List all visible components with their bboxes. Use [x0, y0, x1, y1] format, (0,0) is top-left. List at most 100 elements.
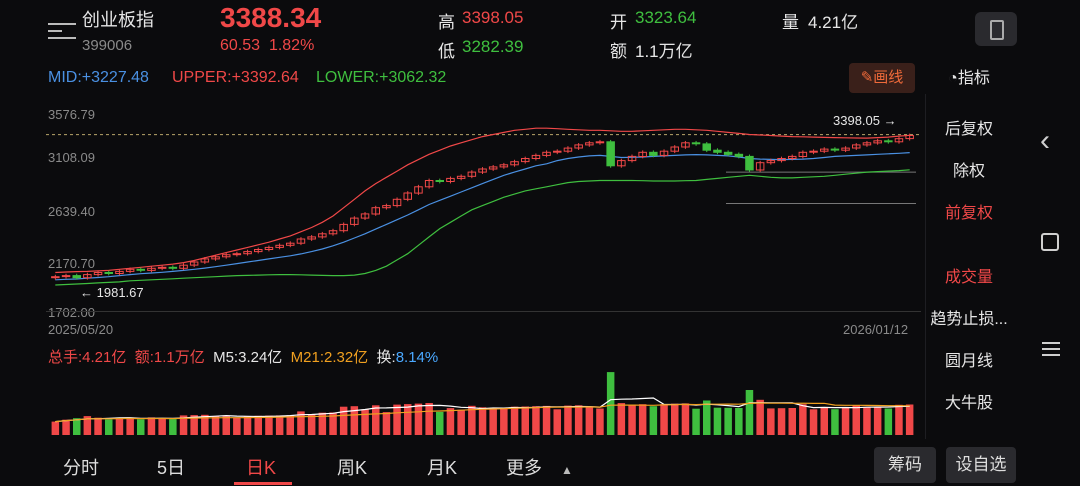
recent-apps-icon[interactable] — [1042, 338, 1060, 360]
candle-body — [884, 140, 893, 143]
volume-bar — [137, 419, 145, 435]
arrow-right-icon: → — [883, 113, 897, 128]
candle-body — [168, 266, 178, 269]
tab-daily-k[interactable]: 日K — [246, 458, 277, 478]
volume-bar — [446, 408, 455, 435]
volume-bar — [190, 415, 198, 435]
active-tab-indicator — [234, 482, 292, 485]
candle-body — [424, 180, 434, 188]
candle-body — [275, 244, 284, 248]
volume-bar — [617, 403, 626, 435]
volume-m21: M21:2.32亿 — [290, 349, 369, 366]
candle-body — [766, 160, 776, 164]
tab-intraday[interactable]: 分时 — [63, 458, 99, 478]
open-label: 开 — [610, 13, 627, 32]
candle-body — [211, 256, 220, 260]
volume-bar — [105, 419, 113, 435]
candle-body — [371, 207, 380, 215]
volume-bar — [628, 404, 636, 435]
volume-bar — [553, 409, 561, 435]
tab-more[interactable]: 更多 ▲ — [506, 454, 573, 480]
menu-item-moon-line[interactable]: 圆月线 — [944, 353, 993, 370]
add-watchlist-button[interactable]: 设自选 — [946, 447, 1016, 483]
volume-chart[interactable] — [46, 365, 921, 435]
index-code: 399006 — [82, 37, 133, 54]
volume-bar — [468, 405, 476, 435]
y-tick-label: 1702.00 — [48, 305, 95, 320]
candle-body — [553, 150, 562, 153]
candle-body — [478, 168, 487, 173]
volume-bar — [895, 404, 903, 435]
candle-body — [403, 192, 412, 200]
turnover-value: 8.14% — [395, 349, 439, 366]
candle-body — [339, 223, 348, 232]
menu-item-back-adjust[interactable]: 后复权 — [944, 121, 993, 138]
candle-body — [820, 148, 829, 152]
candle-body — [788, 155, 797, 160]
volume-bar — [681, 403, 690, 435]
menu-item-forward-adjust[interactable]: 前复权 — [944, 205, 993, 222]
menu-button[interactable] — [48, 18, 76, 42]
volume-bar — [297, 411, 305, 435]
candle-body — [115, 270, 124, 274]
menu-item-trend-stop[interactable]: 趋势止损... — [930, 311, 1008, 328]
candle-body — [627, 155, 637, 162]
candle-body — [189, 261, 199, 266]
candle-body — [382, 205, 391, 209]
y-tick-label: 3108.09 — [48, 150, 95, 165]
volume-bar — [735, 408, 743, 435]
volume-bar — [873, 406, 882, 435]
home-icon[interactable] — [1041, 233, 1059, 251]
candle-body — [51, 276, 60, 279]
volume-bar — [329, 412, 337, 435]
volume-bar — [382, 412, 391, 435]
back-icon[interactable]: ‹ — [1040, 124, 1050, 157]
kline-chart[interactable] — [46, 98, 921, 338]
volume-bar — [307, 414, 316, 435]
volume-bar — [820, 407, 828, 435]
indicator-label: 指标 — [957, 70, 990, 87]
candle-body — [414, 186, 423, 194]
tab-weekly-k[interactable]: 周K — [337, 458, 368, 478]
indicator-button[interactable]: ◔指标 — [927, 64, 1011, 88]
candle-body — [157, 266, 167, 269]
candle-body — [136, 268, 145, 271]
candle-body — [488, 166, 498, 170]
candle-body — [841, 147, 850, 151]
change-pct: 1.82% — [268, 37, 315, 54]
tab-5day[interactable]: 5日 — [157, 458, 186, 478]
menu-item-ex-right[interactable]: 除权 — [952, 163, 985, 180]
volume-bar — [542, 405, 551, 435]
candle-body — [328, 230, 338, 235]
menu-item-volume[interactable]: 成交量 — [944, 269, 993, 286]
volume-bar — [425, 403, 433, 435]
candle-body — [531, 154, 541, 160]
upper-band-line — [55, 127, 910, 274]
volume-bar — [436, 411, 444, 435]
volume-bar — [489, 408, 497, 435]
candle-body — [862, 142, 872, 146]
candle-body — [585, 142, 594, 146]
phone-icon[interactable] — [975, 12, 1017, 46]
draw-line-button[interactable]: ✎画线 — [849, 63, 915, 93]
volume-bar — [564, 405, 572, 435]
tab-monthly-k[interactable]: 月K — [427, 458, 458, 478]
volume-m21-line — [55, 402, 910, 423]
candle-body — [232, 253, 242, 256]
candle-body — [499, 164, 509, 168]
volume-total: 总手:4.21亿 — [48, 349, 127, 366]
candle-body — [147, 267, 156, 271]
candle-body — [264, 246, 274, 250]
x-end-label: 2026/01/12 — [843, 322, 909, 337]
volume-bar — [73, 418, 81, 435]
low-value: 3282.39 — [462, 37, 524, 56]
volume-bar — [713, 407, 722, 435]
min-marker: ← 1981.67 — [80, 285, 144, 300]
candle-body — [713, 149, 722, 153]
volume-bar — [179, 415, 188, 435]
candle-body — [595, 141, 605, 144]
candle-body — [179, 264, 188, 269]
menu-item-bull-stock[interactable]: 大牛股 — [944, 395, 993, 412]
volume-bar — [596, 408, 604, 435]
chips-button[interactable]: 筹码 — [874, 447, 936, 483]
